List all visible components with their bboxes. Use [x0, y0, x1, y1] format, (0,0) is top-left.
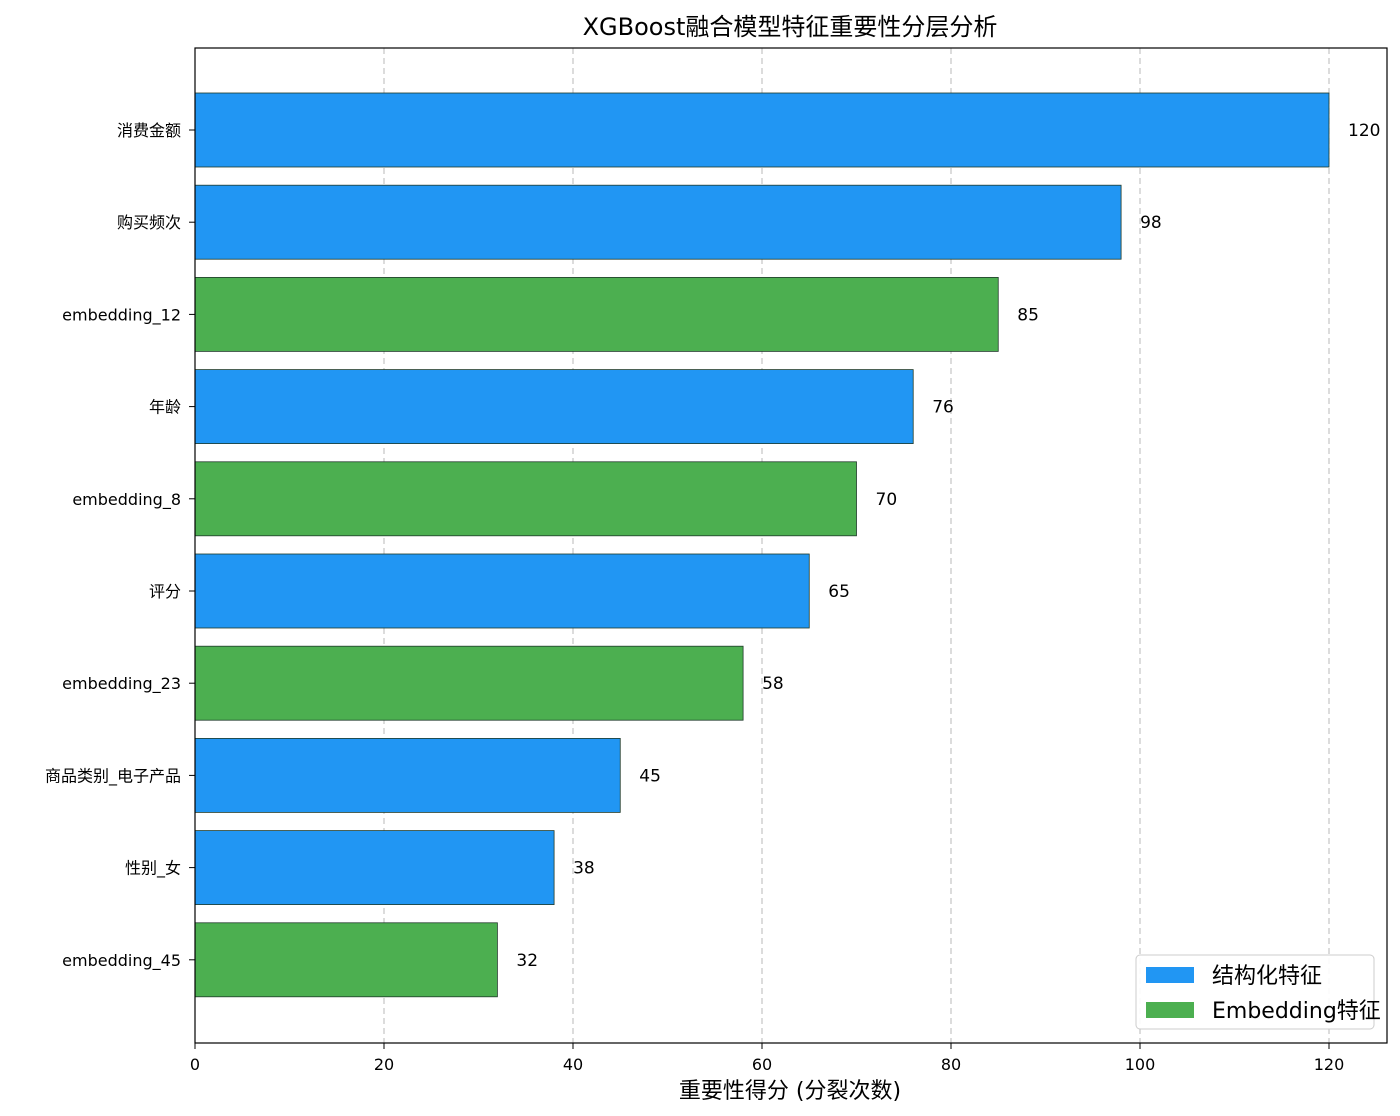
x-tick-label: 40: [563, 1055, 583, 1074]
bar-embedding_45: [194, 922, 498, 998]
legend: 结构化特征 Embedding特征: [1135, 954, 1381, 1030]
legend-label: Embedding特征: [1212, 999, 1381, 1024]
y-tick-label: embedding_45: [62, 951, 181, 971]
y-tick-label: 年龄: [149, 398, 181, 417]
y-tick-label: embedding_23: [62, 674, 181, 694]
y-tick-label: embedding_12: [62, 305, 181, 325]
bar-embedding_8: [194, 461, 857, 537]
bars-group: [194, 92, 1330, 998]
value-label: 76: [932, 398, 954, 418]
bar-购买频次: [194, 184, 1122, 260]
bar-评分: [194, 553, 810, 629]
value-label: 45: [639, 766, 661, 786]
y-tick-label: 商品类别_电子产品: [45, 766, 181, 786]
bar-消费金额: [194, 92, 1330, 168]
bar-embedding_12: [194, 276, 999, 352]
y-tick-label: 消费金额: [117, 121, 181, 140]
value-label: 85: [1017, 305, 1039, 325]
plot-frame: [194, 47, 1388, 1044]
x-axis: 0 20 40 60 80 100 120: [190, 1043, 1344, 1074]
value-labels-group: 120 98 85 76 70 65 58 45 38 32: [516, 121, 1380, 971]
bar-性别_女: [194, 830, 555, 905]
y-tick-label: embedding_8: [72, 490, 181, 510]
x-axis-label: 重要性得分 (分裂次数): [679, 1079, 901, 1104]
y-tick-label: 评分: [149, 582, 181, 601]
bar-商品类别_电子产品: [194, 738, 621, 813]
bar-年龄: [194, 369, 914, 445]
x-tick-label: 80: [941, 1055, 961, 1074]
value-label: 98: [1140, 213, 1162, 233]
x-tick-label: 60: [752, 1055, 772, 1074]
x-tick-label: 120: [1314, 1055, 1345, 1074]
value-label: 58: [762, 674, 784, 694]
value-label: 70: [876, 490, 898, 510]
legend-box: [1135, 954, 1375, 1030]
y-tick-label: 性别_女: [125, 859, 181, 879]
y-tick-label: 购买频次: [117, 213, 181, 232]
legend-swatch-embedding: [1146, 1002, 1194, 1018]
x-tick-label: 0: [190, 1055, 200, 1074]
chart-title: XGBoost融合模型特征重要性分层分析: [583, 13, 998, 41]
value-label: 120: [1348, 121, 1380, 141]
legend-label: 结构化特征: [1212, 964, 1322, 989]
legend-swatch-structured: [1146, 967, 1194, 983]
x-tick-label: 20: [374, 1055, 394, 1074]
value-label: 38: [573, 859, 595, 879]
value-label: 32: [516, 951, 538, 971]
x-tick-label: 100: [1125, 1055, 1156, 1074]
bar-embedding_23: [194, 645, 744, 721]
value-label: 65: [828, 582, 850, 602]
